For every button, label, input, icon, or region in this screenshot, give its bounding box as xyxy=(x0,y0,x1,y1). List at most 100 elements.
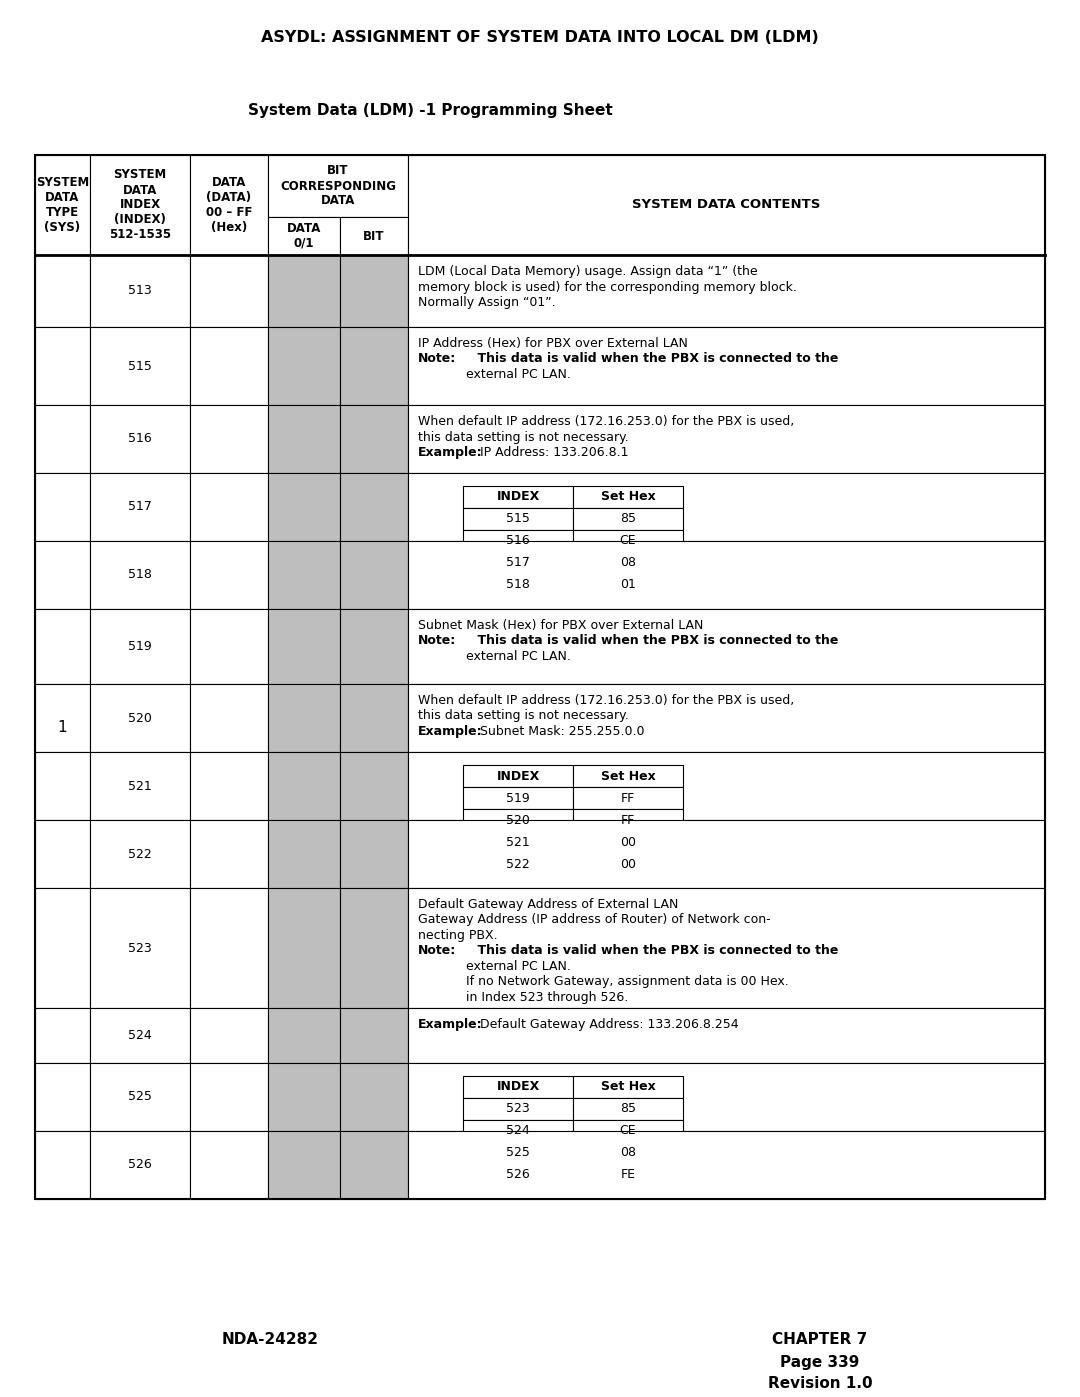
Bar xyxy=(268,820,340,888)
Text: memory block is used) for the corresponding memory block.: memory block is used) for the correspond… xyxy=(418,281,797,293)
Text: FF: FF xyxy=(621,813,635,827)
Text: 515: 515 xyxy=(129,359,152,373)
Bar xyxy=(573,1076,683,1098)
Text: This data is valid when the PBX is connected to the: This data is valid when the PBX is conne… xyxy=(460,944,838,957)
Bar xyxy=(90,155,190,256)
Bar xyxy=(35,474,90,541)
Bar xyxy=(268,1132,340,1199)
Bar xyxy=(268,327,340,405)
Bar xyxy=(268,752,340,820)
Text: 524: 524 xyxy=(129,1030,152,1042)
Text: 517: 517 xyxy=(129,500,152,514)
Text: external PC LAN.: external PC LAN. xyxy=(418,960,571,972)
Bar xyxy=(35,155,90,256)
Text: 519: 519 xyxy=(129,640,152,652)
Text: 00: 00 xyxy=(620,835,636,848)
Bar xyxy=(190,820,268,888)
Bar xyxy=(90,256,190,327)
Bar xyxy=(463,766,573,787)
Text: necting PBX.: necting PBX. xyxy=(418,929,498,942)
Bar xyxy=(463,1098,573,1120)
Bar xyxy=(90,327,190,405)
Bar xyxy=(190,1132,268,1199)
Bar xyxy=(573,854,683,875)
Bar xyxy=(340,217,408,256)
Bar xyxy=(573,1120,683,1141)
Bar xyxy=(573,552,683,574)
Bar xyxy=(35,155,1045,1199)
Text: 526: 526 xyxy=(129,1158,152,1172)
Bar xyxy=(408,685,1045,752)
Text: external PC LAN.: external PC LAN. xyxy=(418,367,571,381)
Text: Note:: Note: xyxy=(418,352,456,366)
Text: INDEX: INDEX xyxy=(497,490,540,503)
Bar xyxy=(408,474,1045,541)
Bar xyxy=(408,155,1045,256)
Bar xyxy=(190,256,268,327)
Bar xyxy=(408,541,1045,609)
Bar xyxy=(35,327,90,405)
Text: If no Network Gateway, assignment data is 00 Hex.: If no Network Gateway, assignment data i… xyxy=(418,975,788,989)
Text: 525: 525 xyxy=(129,1091,152,1104)
Bar xyxy=(90,1063,190,1132)
Text: Default Gateway Address of External LAN: Default Gateway Address of External LAN xyxy=(418,898,678,911)
Bar xyxy=(35,1063,90,1132)
Bar xyxy=(340,820,408,888)
Bar xyxy=(268,685,340,752)
Bar xyxy=(90,474,190,541)
Text: System Data (LDM) -1 Programming Sheet: System Data (LDM) -1 Programming Sheet xyxy=(247,102,612,117)
Bar xyxy=(268,217,340,256)
Bar xyxy=(35,888,90,1009)
Text: This data is valid when the PBX is connected to the: This data is valid when the PBX is conne… xyxy=(460,634,838,647)
Text: This data is valid when the PBX is connected to the: This data is valid when the PBX is conne… xyxy=(460,352,838,366)
Text: Page 339: Page 339 xyxy=(781,1355,860,1369)
Text: When default IP address (172.16.253.0) for the PBX is used,: When default IP address (172.16.253.0) f… xyxy=(418,694,794,707)
Bar xyxy=(268,1009,340,1063)
Text: 526: 526 xyxy=(507,1168,530,1182)
Bar xyxy=(573,831,683,854)
Text: Default Gateway Address: 133.206.8.254: Default Gateway Address: 133.206.8.254 xyxy=(476,1018,739,1031)
Bar xyxy=(190,405,268,474)
Text: 517: 517 xyxy=(507,556,530,570)
Text: BIT: BIT xyxy=(363,229,384,243)
Bar xyxy=(190,752,268,820)
Text: CHAPTER 7: CHAPTER 7 xyxy=(772,1333,867,1348)
Bar xyxy=(340,609,408,685)
Text: 01: 01 xyxy=(620,578,636,591)
Bar xyxy=(35,752,90,820)
Bar xyxy=(463,854,573,875)
Text: INDEX: INDEX xyxy=(497,770,540,782)
Bar xyxy=(573,1164,683,1186)
Bar xyxy=(268,888,340,1009)
Text: Normally Assign “01”.: Normally Assign “01”. xyxy=(418,296,555,309)
Text: Note:: Note: xyxy=(418,944,456,957)
Text: 520: 520 xyxy=(129,711,152,725)
Text: in Index 523 through 526.: in Index 523 through 526. xyxy=(418,990,629,1004)
Bar xyxy=(268,474,340,541)
Text: external PC LAN.: external PC LAN. xyxy=(418,650,571,664)
Bar xyxy=(340,752,408,820)
Text: Example:: Example: xyxy=(418,446,483,460)
Bar xyxy=(35,405,90,474)
Bar xyxy=(463,787,573,809)
Bar xyxy=(573,809,683,831)
Text: this data setting is not necessary.: this data setting is not necessary. xyxy=(418,430,629,443)
Bar xyxy=(268,256,340,327)
Bar xyxy=(90,1009,190,1063)
Bar xyxy=(268,155,408,217)
Bar xyxy=(463,1120,573,1141)
Bar xyxy=(268,1063,340,1132)
Bar xyxy=(190,609,268,685)
Bar xyxy=(190,685,268,752)
Bar xyxy=(408,820,1045,888)
Bar xyxy=(340,1132,408,1199)
Bar xyxy=(340,474,408,541)
Bar xyxy=(268,609,340,685)
Bar xyxy=(408,256,1045,327)
Bar xyxy=(573,787,683,809)
Text: Note:: Note: xyxy=(418,634,456,647)
Text: 521: 521 xyxy=(129,780,152,792)
Text: 522: 522 xyxy=(507,858,530,870)
Bar xyxy=(463,552,573,574)
Text: 515: 515 xyxy=(507,513,530,525)
